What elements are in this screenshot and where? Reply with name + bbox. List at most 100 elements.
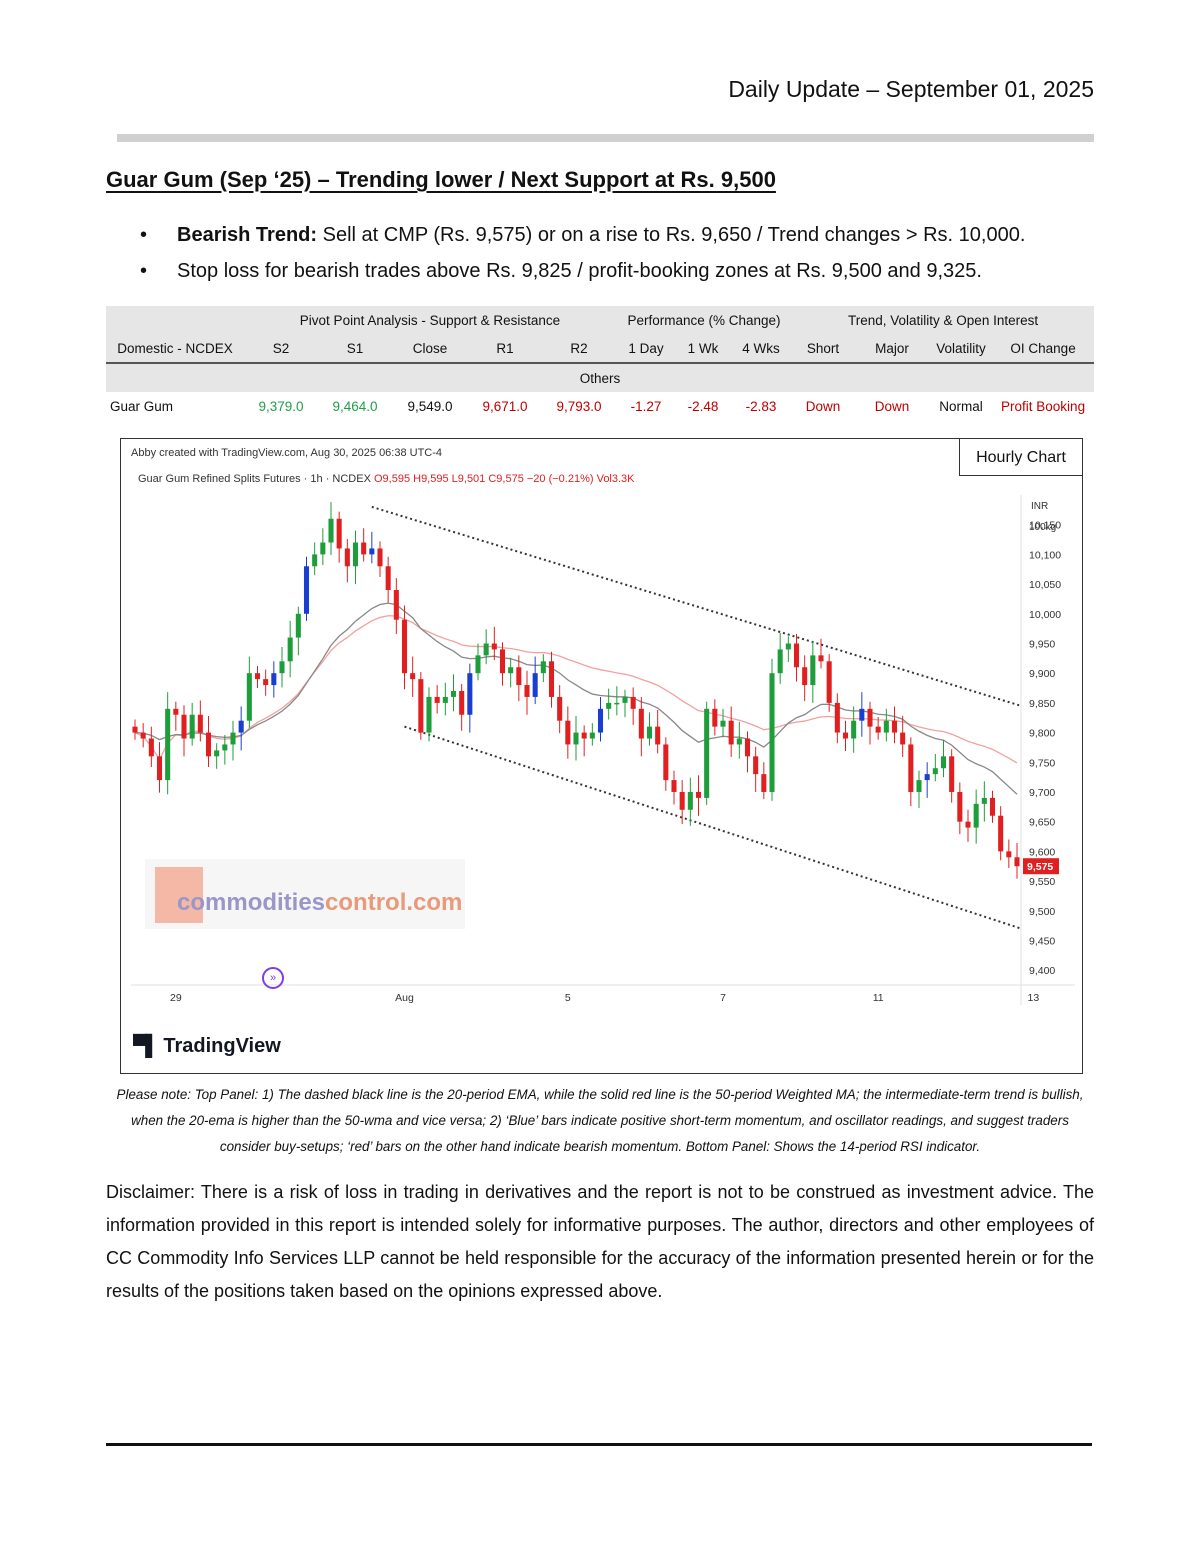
- y-tick-label: 10,150: [1029, 520, 1061, 532]
- candle-body: [426, 696, 432, 733]
- candle-body: [826, 661, 832, 703]
- candle-body: [377, 548, 383, 567]
- candle-body: [467, 673, 473, 715]
- candle-body: [361, 542, 367, 555]
- candle-body: [230, 732, 236, 745]
- bullet-item: Stop loss for bearish trades above Rs. 9…: [140, 258, 1025, 294]
- candle-body: [581, 732, 587, 739]
- candle-body: [704, 708, 710, 798]
- candle-body: [369, 548, 375, 555]
- candle-body: [475, 655, 481, 674]
- last-price-tag: [1023, 858, 1059, 875]
- pivot-table: Pivot Point Analysis - Support & Resista…: [106, 306, 1095, 420]
- column-header: R1: [468, 334, 542, 364]
- table-cell: 9,379.0: [258, 398, 304, 414]
- candle-body: [998, 815, 1004, 852]
- y-tick-label: 9,400: [1029, 965, 1055, 977]
- candle-body: [769, 673, 775, 792]
- candle-body: [989, 797, 996, 816]
- column-header: 1 Day: [616, 334, 676, 364]
- candle-body: [132, 726, 138, 733]
- group-performance: Performance (% Change): [616, 306, 793, 334]
- candle-body: [181, 714, 187, 739]
- candle-body: [140, 732, 146, 739]
- candle-body: [842, 732, 849, 739]
- y-tick-label: 9,700: [1029, 787, 1055, 799]
- candle-body: [205, 732, 212, 757]
- column-header: S1: [318, 334, 392, 364]
- candle-body: [597, 708, 604, 733]
- candle-body: [744, 738, 751, 757]
- candle-body: [336, 518, 342, 549]
- candle-body: [344, 548, 350, 567]
- candle-body: [663, 744, 669, 781]
- watermark-logo-icon: [155, 867, 203, 923]
- table-cell: Down: [805, 398, 841, 414]
- table-cell: Normal: [939, 398, 983, 414]
- table-cell: 9,671.0: [482, 398, 528, 414]
- candle-body: [508, 667, 514, 674]
- y-tick-label: 9,650: [1029, 817, 1055, 829]
- y-tick-label: 9,450: [1029, 935, 1055, 947]
- candle-body: [695, 791, 702, 798]
- candle-body: [246, 673, 252, 721]
- disclaimer: Disclaimer: There is a risk of loss in t…: [106, 1182, 1094, 1301]
- candle-body: [450, 691, 457, 697]
- chart-container: Abby created with TradingView.com, Aug 3…: [120, 438, 1083, 1074]
- candle-body: [810, 655, 816, 686]
- report-title: Guar Gum (Sep ‘25) – Trending lower / Ne…: [106, 167, 776, 192]
- column-header: 1 Wk: [676, 334, 730, 364]
- candle-body: [883, 720, 889, 733]
- table-cell: -2.83: [745, 398, 777, 414]
- lower-trendline: [404, 725, 1022, 930]
- candle-body: [434, 696, 440, 703]
- candle-body: [712, 708, 718, 727]
- y-tick-label: 9,950: [1029, 638, 1055, 650]
- candle-body: [753, 756, 759, 775]
- candle-body: [352, 542, 359, 567]
- candle-body: [165, 708, 171, 781]
- tradingview-mark-icon: ▀▌: [133, 1035, 159, 1057]
- candle-body: [287, 637, 293, 662]
- candle-body: [156, 756, 163, 781]
- candle-body: [932, 768, 938, 775]
- table-group-row: Pivot Point Analysis - Support & Resista…: [106, 306, 1095, 334]
- candle-body: [785, 643, 791, 650]
- column-header: Major: [854, 334, 931, 364]
- candle-body: [851, 720, 857, 739]
- candle-body: [459, 691, 465, 715]
- candle-body: [197, 714, 203, 733]
- hourly-chart-badge: Hourly Chart: [959, 438, 1083, 476]
- candle-body: [793, 643, 800, 668]
- x-tick-label: Aug: [395, 992, 414, 1004]
- candle-body: [148, 738, 154, 757]
- chart-ohlc: O9,595 H9,595 L9,501 C9,575 −20 (−0.21%)…: [373, 473, 635, 485]
- group-trend: Trend, Volatility & Open Interest: [792, 306, 1095, 334]
- candle-body: [973, 803, 979, 828]
- y-tick-label: 10,100: [1029, 549, 1061, 561]
- candle-body: [891, 720, 898, 733]
- candle-body: [548, 661, 555, 697]
- candle-body: [802, 667, 808, 686]
- y-tick-label: 9,500: [1029, 906, 1055, 918]
- candle-body: [818, 655, 824, 662]
- candle-body: [638, 708, 644, 739]
- y-tick-label: 9,600: [1029, 846, 1055, 858]
- candle-body: [483, 643, 489, 656]
- bullet-text: Sell at CMP (Rs. 9,575) or on a rise to …: [317, 224, 1026, 246]
- candle-body: [671, 780, 677, 792]
- chart-symbol: Guar Gum Refined Splits Futures · 1h · N…: [138, 473, 371, 485]
- table-cell: 9,793.0: [556, 398, 602, 414]
- candle-body: [557, 696, 563, 721]
- x-tick-label: 11: [873, 992, 884, 1004]
- candle-body: [622, 696, 628, 703]
- watermark: commoditiescontrol.com: [145, 859, 465, 929]
- currency-label: INR: [1031, 501, 1048, 512]
- candle-body: [573, 732, 579, 745]
- price-axis-area: [1021, 495, 1075, 1025]
- table-section-row: Others: [106, 363, 1095, 392]
- section-label: Others: [106, 363, 1095, 392]
- replay-icon[interactable]: »: [262, 967, 284, 989]
- candle-body: [214, 750, 220, 757]
- y-tick-label: 9,900: [1029, 668, 1055, 680]
